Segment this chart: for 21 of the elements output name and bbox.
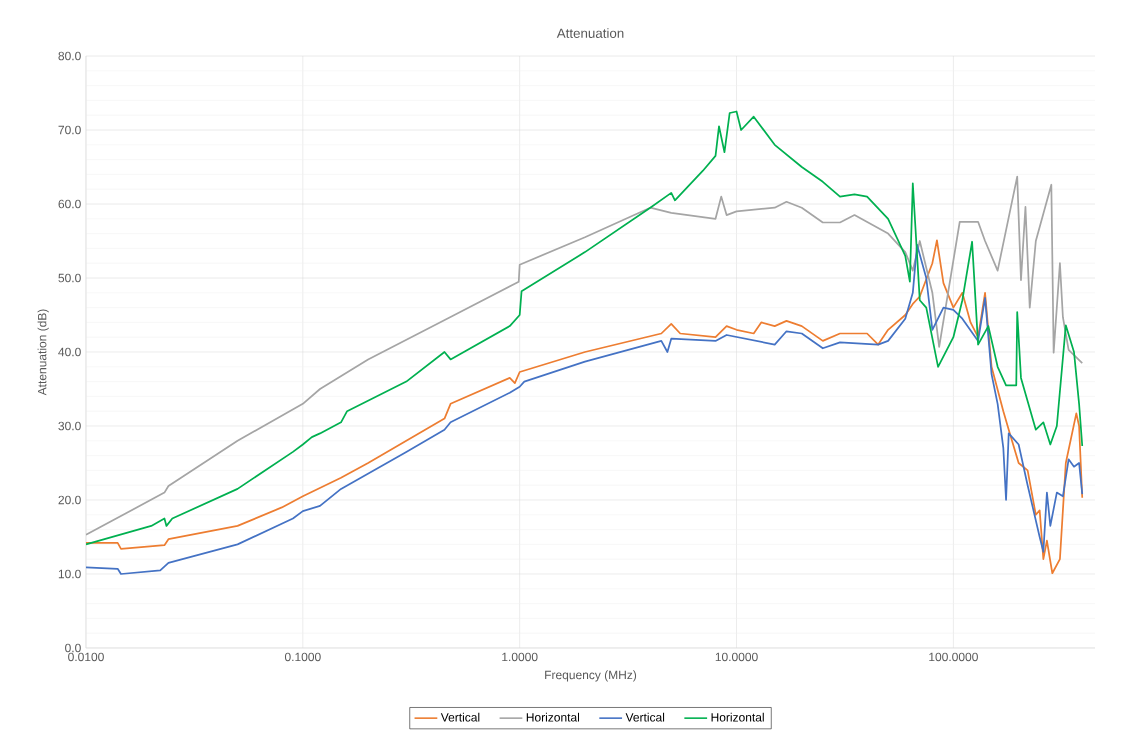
y-axis-title: Attenuation (dB) [37, 309, 49, 396]
y-tick-label: 10.0 [58, 569, 81, 579]
x-tick-label: 0.1000 [284, 652, 321, 662]
y-tick-label: 70.0 [58, 125, 81, 135]
legend-label: Vertical [625, 712, 665, 722]
x-tick-label: 0.0100 [68, 652, 104, 662]
legend-label: Horizontal [711, 712, 764, 722]
y-tick-label: 20.0 [58, 495, 81, 505]
y-tick-label: 30.0 [58, 421, 81, 431]
y-tick-label: 50.0 [58, 273, 81, 283]
legend-label: Vertical [440, 712, 480, 722]
x-tick-label: 1.0000 [502, 652, 538, 662]
legend-label: Horizontal [526, 712, 580, 722]
y-tick-label: 80.0 [58, 51, 81, 61]
x-tick-label: 10.0000 [715, 652, 758, 662]
chart-title: Attenuation [556, 28, 624, 38]
y-tick-label: 60.0 [58, 199, 81, 209]
x-tick-label: 100.0000 [929, 652, 978, 662]
x-axis-title: Frequency (MHz) [545, 670, 637, 682]
y-tick-label: 40.0 [58, 347, 81, 357]
y-tick-label: 0.0 [65, 643, 81, 653]
